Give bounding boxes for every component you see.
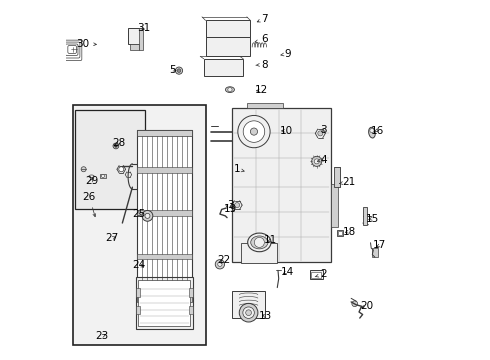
- Bar: [137, 296, 192, 302]
- Circle shape: [312, 156, 322, 166]
- Bar: [204, 59, 243, 76]
- Bar: [242, 243, 277, 263]
- Circle shape: [113, 143, 119, 149]
- Text: 4: 4: [318, 155, 327, 165]
- Bar: [73, 105, 205, 345]
- Text: 12: 12: [254, 85, 268, 95]
- Bar: [137, 130, 192, 136]
- Text: 11: 11: [264, 235, 277, 245]
- Circle shape: [370, 129, 374, 133]
- Ellipse shape: [89, 175, 94, 178]
- Circle shape: [119, 167, 124, 172]
- Bar: [136, 288, 140, 297]
- Text: 1: 1: [234, 164, 244, 174]
- Circle shape: [177, 69, 181, 72]
- Bar: [137, 167, 192, 173]
- Bar: [331, 184, 338, 226]
- Bar: [337, 230, 343, 235]
- Ellipse shape: [368, 127, 375, 138]
- Text: 13: 13: [259, 311, 272, 321]
- Bar: [363, 207, 367, 225]
- Text: 25: 25: [133, 210, 146, 220]
- Text: 18: 18: [343, 227, 356, 237]
- Text: 31: 31: [137, 23, 150, 33]
- Bar: [139, 28, 143, 50]
- Bar: [136, 306, 140, 315]
- Circle shape: [250, 128, 258, 135]
- Text: 30: 30: [76, 39, 97, 49]
- Text: 17: 17: [373, 240, 387, 250]
- Text: 15: 15: [366, 214, 379, 224]
- Text: 2: 2: [315, 269, 327, 279]
- Circle shape: [318, 131, 323, 136]
- Bar: [205, 21, 250, 37]
- Circle shape: [115, 144, 117, 147]
- Ellipse shape: [251, 236, 268, 249]
- Circle shape: [245, 310, 251, 316]
- Text: 10: 10: [280, 126, 293, 135]
- Text: 19: 19: [224, 204, 237, 215]
- Text: 16: 16: [370, 126, 384, 135]
- Bar: [311, 272, 321, 278]
- Bar: [338, 231, 342, 235]
- Bar: [247, 103, 283, 108]
- Text: 21: 21: [340, 177, 356, 187]
- Bar: [137, 211, 192, 216]
- Circle shape: [314, 159, 319, 164]
- Circle shape: [243, 307, 254, 319]
- Bar: [205, 37, 250, 56]
- Circle shape: [352, 301, 358, 307]
- Bar: [232, 291, 265, 318]
- Circle shape: [101, 175, 104, 177]
- Text: 7: 7: [257, 14, 268, 24]
- Text: 14: 14: [280, 267, 294, 277]
- Text: 3: 3: [227, 200, 234, 210]
- Text: 20: 20: [360, 301, 373, 311]
- Circle shape: [238, 116, 270, 148]
- Circle shape: [81, 167, 86, 172]
- Bar: [334, 167, 341, 187]
- Text: 22: 22: [217, 255, 230, 265]
- Circle shape: [215, 260, 224, 269]
- Bar: [128, 28, 141, 44]
- Bar: [137, 253, 192, 259]
- Bar: [189, 306, 193, 315]
- Circle shape: [243, 121, 265, 142]
- Text: 23: 23: [96, 331, 109, 341]
- Ellipse shape: [247, 233, 271, 252]
- Circle shape: [218, 262, 222, 266]
- Text: 29: 29: [85, 176, 98, 186]
- Text: 8: 8: [256, 59, 268, 69]
- Text: 6: 6: [255, 35, 268, 44]
- Circle shape: [239, 303, 258, 322]
- Circle shape: [175, 67, 183, 74]
- Bar: [137, 130, 192, 302]
- Circle shape: [228, 87, 232, 92]
- Text: 5: 5: [169, 64, 176, 75]
- Bar: [74, 110, 145, 209]
- Ellipse shape: [225, 87, 234, 93]
- Text: 28: 28: [112, 138, 125, 148]
- Bar: [310, 270, 323, 279]
- Circle shape: [235, 203, 240, 208]
- Bar: [189, 288, 193, 297]
- Text: 26: 26: [83, 192, 96, 217]
- Circle shape: [142, 211, 153, 221]
- Text: 24: 24: [133, 260, 146, 270]
- Bar: [139, 280, 190, 326]
- Bar: [100, 174, 106, 178]
- Circle shape: [145, 213, 150, 219]
- Bar: [130, 44, 139, 50]
- Bar: [232, 108, 331, 262]
- Text: 3: 3: [320, 125, 327, 135]
- Text: 27: 27: [106, 233, 119, 243]
- Bar: [136, 277, 193, 329]
- Bar: [372, 248, 378, 257]
- Text: 9: 9: [281, 49, 291, 59]
- Circle shape: [254, 237, 265, 247]
